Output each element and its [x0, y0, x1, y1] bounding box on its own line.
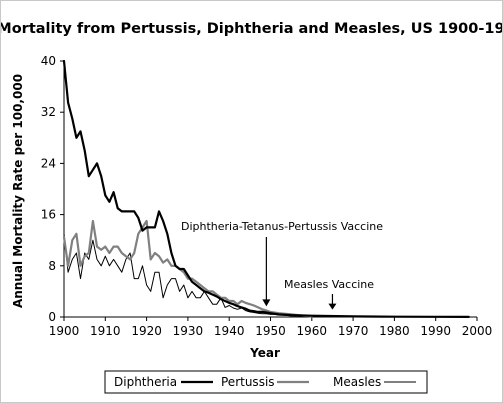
x-tick-label: 1930	[173, 324, 204, 338]
annotation-measles-vaccine: Measles Vaccine	[284, 278, 374, 291]
x-tick-label: 1940	[214, 324, 245, 338]
annotation-arrowhead-dtp	[262, 299, 271, 307]
series-line-diphtheria	[62, 219, 313, 318]
y-axis-title: Annual Mortality Rate per 100,000	[11, 74, 25, 308]
x-axis-title: Year	[249, 346, 280, 360]
series-line-pertussis	[62, 59, 470, 318]
annotation-dtp-vaccine: Diphtheria-Tetanus-Pertussis Vaccine	[181, 220, 383, 233]
y-tick-label: 32	[41, 105, 56, 119]
x-tick-label: 1950	[255, 324, 286, 338]
legend-label-pertussis: Pertussis	[221, 375, 275, 389]
legend: Diphtheria Pertussis Measles	[104, 370, 428, 394]
legend-label-diphtheria: Diphtheria	[114, 375, 177, 389]
legend-box	[104, 370, 428, 394]
x-tick-label: 1900	[49, 324, 80, 338]
x-tick-label: 1920	[131, 324, 162, 338]
legend-label-measles: Measles	[333, 375, 381, 389]
x-tick-label: 1980	[379, 324, 410, 338]
chart-title: Mortality from Pertussis, Diphtheria and…	[1, 21, 502, 37]
x-tick-label: 1960	[297, 324, 328, 338]
plot-area: 0 8 16 24 32 40 1900 1910 1920 1930 1940 1950 1960 19…	[41, 54, 493, 338]
y-tick-label: 24	[41, 156, 56, 170]
x-tick-label: 1990	[420, 324, 451, 338]
y-tick-label: 8	[48, 259, 56, 273]
y-tick-label: 0	[48, 310, 56, 324]
y-tick-label: 40	[41, 54, 56, 68]
x-tick-label: 2000	[462, 324, 493, 338]
x-tick-label: 1910	[90, 324, 121, 338]
x-tick-label: 1970	[338, 324, 369, 338]
y-tick-label: 16	[41, 208, 56, 222]
annotation-arrowhead-measles	[328, 303, 337, 310]
